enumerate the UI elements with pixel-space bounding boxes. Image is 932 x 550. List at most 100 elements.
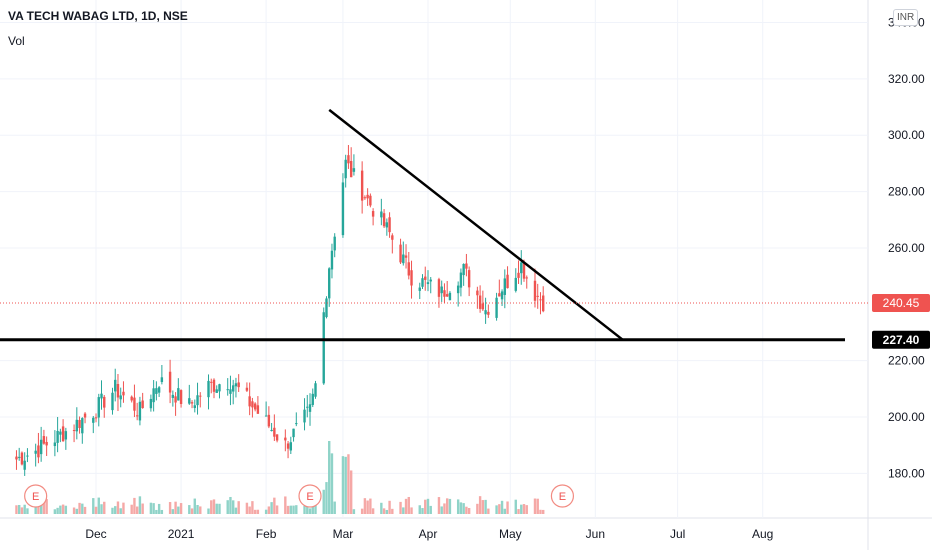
candle-body	[97, 397, 100, 418]
candle-body	[292, 428, 295, 438]
candle-body	[522, 262, 526, 279]
currency-badge[interactable]: INR	[893, 9, 919, 26]
candle-body	[138, 401, 142, 421]
volume-bar	[83, 506, 87, 514]
candle-body	[311, 393, 314, 405]
candle-body	[410, 270, 413, 286]
time-tick-label: Aug	[752, 527, 773, 541]
volume-bar	[391, 508, 394, 514]
volume-bar	[328, 441, 331, 514]
time-tick-label: Jul	[670, 527, 685, 541]
volume-bar	[248, 506, 251, 514]
volume-bar	[347, 454, 350, 514]
candle-body	[341, 182, 345, 236]
volume-bar	[59, 505, 62, 514]
candle-body	[196, 395, 199, 406]
candle-body	[23, 460, 26, 470]
volume-bar	[388, 500, 391, 514]
candle-body	[385, 222, 389, 228]
volume-bar	[196, 504, 199, 514]
volume-bar	[443, 503, 446, 514]
volume-bar	[190, 508, 194, 514]
candle-body	[264, 415, 268, 417]
trendlines	[0, 108, 868, 342]
volume-bar	[275, 505, 279, 514]
volume-bar	[273, 497, 276, 514]
candle-body	[391, 235, 394, 240]
volume-bar	[498, 504, 501, 514]
candle-body	[61, 426, 65, 442]
candle-body	[418, 287, 421, 291]
trendline-descending-resistance	[328, 108, 624, 341]
candle-body	[83, 413, 87, 418]
volume-bar	[410, 507, 413, 514]
candle-body	[179, 390, 183, 404]
volume-bar	[135, 506, 139, 514]
volume-bar	[270, 502, 273, 514]
candle-body	[218, 384, 221, 392]
candle-body	[210, 381, 213, 383]
volume-bar	[26, 508, 29, 514]
candle-body	[253, 403, 257, 410]
volume-bar	[130, 504, 133, 514]
candle-body	[78, 419, 81, 428]
volume-bar	[522, 504, 526, 514]
time-tick-label: Jun	[586, 527, 605, 541]
time-tick-label: Mar	[333, 527, 354, 541]
volume-bar	[385, 509, 389, 514]
current-price-badge	[872, 294, 930, 313]
candle-body	[270, 429, 273, 432]
candle-body	[199, 395, 202, 397]
candle-body	[94, 417, 98, 419]
candle-body	[478, 295, 482, 309]
volume-bar	[542, 509, 545, 514]
candle-body	[39, 439, 43, 455]
candle-body	[188, 398, 191, 404]
candle-body	[72, 430, 76, 432]
volume-bar	[330, 453, 334, 514]
candle-body	[500, 291, 504, 300]
volume-bar	[138, 496, 142, 514]
candle-body	[111, 392, 114, 411]
candle-body	[295, 423, 298, 425]
candle-body	[92, 417, 95, 423]
volume-bar	[114, 506, 117, 514]
price-axis[interactable]: 340.00320.00300.00280.00260.00220.00200.…	[872, 16, 930, 481]
candle-body	[273, 427, 276, 437]
volume-bar	[212, 499, 216, 514]
candle-body	[275, 434, 279, 441]
candlestick-series	[15, 145, 545, 476]
time-axis[interactable]: Dec 2021 Feb Mar Apr May Jun Jul Aug	[85, 527, 773, 541]
volume-bar	[429, 505, 432, 514]
candle-body	[503, 278, 507, 295]
volume-bar	[81, 503, 84, 514]
volume-bar	[226, 500, 229, 514]
price-tick-label: 220.00	[888, 354, 925, 368]
volume-bar	[78, 502, 81, 514]
candle-body	[75, 419, 79, 432]
volume-bar	[97, 497, 100, 514]
volume-bar	[174, 501, 177, 514]
volume-bar	[503, 508, 507, 514]
volume-bar	[42, 496, 46, 514]
volume-bar	[369, 498, 372, 514]
price-tick-label: 320.00	[888, 72, 925, 86]
candle-body	[168, 371, 172, 393]
earnings-marker	[24, 484, 48, 508]
volume-bar	[15, 505, 18, 514]
candle-body	[360, 170, 364, 201]
candle-body	[119, 395, 122, 400]
candle-body	[59, 431, 62, 435]
candle-body	[402, 254, 405, 264]
volume-bar	[100, 504, 103, 514]
price-tick-label: 180.00	[888, 466, 925, 480]
volume-bar	[160, 509, 164, 514]
volume-bar	[539, 509, 542, 514]
volume-bar	[303, 505, 306, 514]
volume-bar	[459, 502, 463, 514]
earnings-marker-label: E	[32, 491, 39, 503]
volume-bar	[284, 496, 287, 514]
volume-bar	[462, 503, 465, 514]
